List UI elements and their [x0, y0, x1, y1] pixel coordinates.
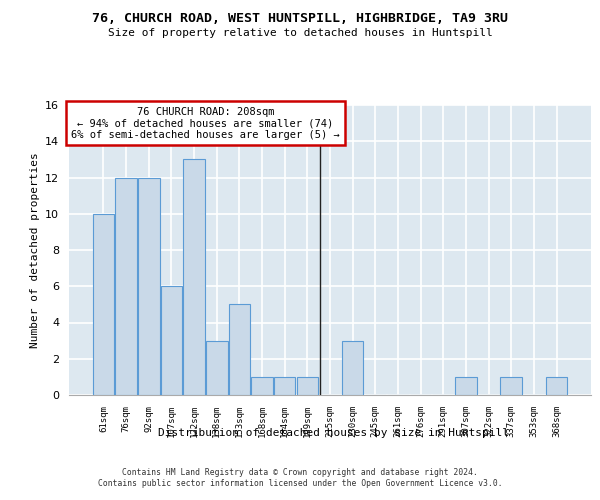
- Text: Distribution of detached houses by size in Huntspill: Distribution of detached houses by size …: [158, 428, 509, 438]
- Bar: [161, 286, 182, 395]
- Text: Contains HM Land Registry data © Crown copyright and database right 2024.
Contai: Contains HM Land Registry data © Crown c…: [98, 468, 502, 487]
- Bar: [274, 377, 295, 395]
- Y-axis label: Number of detached properties: Number of detached properties: [29, 152, 40, 348]
- Bar: [206, 340, 227, 395]
- Text: 76 CHURCH ROAD: 208sqm
← 94% of detached houses are smaller (74)
6% of semi-deta: 76 CHURCH ROAD: 208sqm ← 94% of detached…: [71, 106, 340, 140]
- Bar: [546, 377, 567, 395]
- Bar: [229, 304, 250, 395]
- Bar: [500, 377, 522, 395]
- Bar: [342, 340, 364, 395]
- Bar: [93, 214, 114, 395]
- Bar: [296, 377, 318, 395]
- Bar: [115, 178, 137, 395]
- Bar: [138, 178, 160, 395]
- Bar: [184, 160, 205, 395]
- Text: Size of property relative to detached houses in Huntspill: Size of property relative to detached ho…: [107, 28, 493, 38]
- Bar: [251, 377, 273, 395]
- Bar: [455, 377, 476, 395]
- Text: 76, CHURCH ROAD, WEST HUNTSPILL, HIGHBRIDGE, TA9 3RU: 76, CHURCH ROAD, WEST HUNTSPILL, HIGHBRI…: [92, 12, 508, 26]
